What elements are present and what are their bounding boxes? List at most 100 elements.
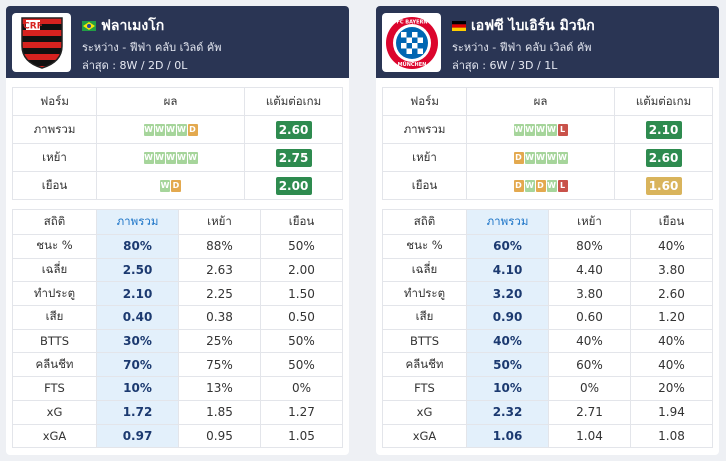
stats-row: xG 2.32 2.71 1.94 — [382, 399, 713, 425]
stats-row: BTTS 40% 40% 40% — [382, 328, 713, 354]
svg-text:FC BAYERN: FC BAYERN — [396, 19, 427, 25]
stats-row: FTS 10% 0% 20% — [382, 376, 713, 401]
result-badge[interactable]: W — [535, 124, 546, 136]
stat-overall: 2.50 — [96, 257, 179, 283]
form-row-label: ภาพรวม — [12, 115, 97, 144]
stats-header-cell: เหย้า — [548, 209, 631, 235]
result-badge[interactable]: W — [143, 152, 154, 164]
result-badge[interactable]: W — [513, 124, 524, 136]
form-row-label: เหย้า — [12, 143, 97, 172]
result-badge[interactable]: W — [154, 124, 165, 136]
result-badge[interactable]: W — [546, 152, 557, 164]
stat-label: เฉลี่ย — [382, 257, 467, 283]
result-badge[interactable]: W — [187, 152, 198, 164]
form-row-label: เยือน — [382, 171, 467, 200]
ppg-badge: 2.60 — [645, 148, 682, 167]
stat-away: 1.20 — [630, 305, 713, 330]
stat-home: 13% — [178, 376, 261, 401]
result-badge[interactable]: D — [535, 180, 546, 192]
result-badge[interactable]: W — [524, 180, 535, 192]
stat-label: เฉลี่ย — [12, 257, 97, 283]
stats-header-cell: ภาพรวม — [96, 209, 179, 235]
stat-home: 2.63 — [178, 257, 261, 283]
stat-home: 75% — [178, 352, 261, 378]
stat-label: คลีนชีท — [12, 352, 97, 378]
stat-away: 3.80 — [630, 257, 713, 283]
stat-overall: 80% — [96, 234, 179, 259]
stat-away: 1.05 — [260, 423, 343, 449]
team-name[interactable]: เอฟซี ไบเอิร์น มิวนิก — [452, 15, 595, 37]
stat-label: คลีนชีท — [382, 352, 467, 378]
stat-overall: 10% — [96, 376, 179, 401]
stat-away: 1.08 — [630, 423, 713, 449]
result-badge[interactable]: W — [546, 124, 557, 136]
germany-flag-icon — [452, 21, 466, 31]
stat-overall: 60% — [466, 234, 549, 259]
stat-home: 4.40 — [548, 257, 631, 283]
form-header-cell: ผล — [466, 87, 615, 116]
result-badge[interactable]: W — [524, 124, 535, 136]
form-row-label: ภาพรวม — [382, 115, 467, 144]
result-badge[interactable]: W — [165, 124, 176, 136]
stats-row: ชนะ % 80% 88% 50% — [12, 234, 343, 259]
stats-row: ทำประตู 3.20 3.80 2.60 — [382, 281, 713, 307]
stats-row: FTS 10% 13% 0% — [12, 376, 343, 401]
team-name-text[interactable]: ฟลาเมงโก — [101, 18, 165, 34]
team-name[interactable]: ฟลาเมงโก — [82, 15, 164, 37]
result-badge[interactable]: D — [513, 152, 524, 164]
stat-home: 2.71 — [548, 399, 631, 425]
form-row-label: เยือน — [12, 171, 97, 200]
stat-home: 2.25 — [178, 281, 261, 307]
result-badge[interactable]: D — [513, 180, 524, 192]
result-badge[interactable]: L — [557, 180, 568, 192]
stats-row: เฉลี่ย 2.50 2.63 2.00 — [12, 257, 343, 283]
stats-header-cell: เหย้า — [178, 209, 261, 235]
result-badge[interactable]: W — [176, 152, 187, 164]
stats-row: คลีนชีท 70% 75% 50% — [12, 352, 343, 378]
svg-text:CRF: CRF — [23, 21, 43, 31]
team-name-text[interactable]: เอฟซี ไบเอิร์น มิวนิก — [471, 18, 595, 34]
result-badge[interactable]: W — [524, 152, 535, 164]
result-badge[interactable]: W — [160, 180, 170, 192]
svg-text:MÜNCHEN: MÜNCHEN — [397, 61, 426, 68]
form-header-cell: แต้มต่อเกม — [614, 87, 713, 116]
stat-overall: 0.40 — [96, 305, 179, 330]
result-badge[interactable]: W — [535, 152, 546, 164]
stats-row: xG 1.72 1.85 1.27 — [12, 399, 343, 425]
stat-label: xG — [382, 399, 467, 425]
result-badge[interactable]: W — [546, 180, 557, 192]
result-badge[interactable]: W — [176, 124, 187, 136]
result-badge[interactable]: W — [557, 152, 568, 164]
stats-header-cell: สถิติ — [12, 209, 97, 235]
ppg-cell: 2.60 — [614, 143, 713, 172]
stat-overall: 40% — [466, 328, 549, 354]
ppg-cell: 2.00 — [244, 171, 343, 200]
stat-away: 1.27 — [260, 399, 343, 425]
result-badge[interactable]: W — [154, 152, 165, 164]
result-badge[interactable]: W — [143, 124, 154, 136]
form-header-cell: ผล — [96, 87, 245, 116]
stat-label: ทำประตู — [12, 281, 97, 307]
result-badge[interactable]: L — [557, 124, 568, 136]
stat-label: BTTS — [382, 328, 467, 354]
stat-away: 50% — [260, 328, 343, 354]
result-badge[interactable]: D — [187, 124, 198, 136]
stats-row: ทำประตู 2.10 2.25 1.50 — [12, 281, 343, 307]
stats-row: เสีย 0.40 0.38 0.50 — [12, 305, 343, 330]
ppg-badge: 2.60 — [275, 120, 312, 139]
stat-away: 1.94 — [630, 399, 713, 425]
stats-header-cell: เยือน — [630, 209, 713, 235]
stat-label: เสีย — [12, 305, 97, 330]
result-badge[interactable]: D — [171, 180, 181, 192]
stats-table: สถิติ ภาพรวม เหย้า เยือน ชนะ % 80% 88% 50% … — [12, 209, 343, 449]
recent-record: ล่าสุด : 8W / 2D / 0L — [82, 59, 188, 72]
stat-label: xGA — [382, 423, 467, 449]
stats-row: เสีย 0.90 0.60 1.20 — [382, 305, 713, 330]
stats-header-cell: สถิติ — [382, 209, 467, 235]
result-badge[interactable]: W — [165, 152, 176, 164]
